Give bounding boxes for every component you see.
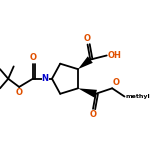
Text: O: O [84,34,91,43]
Text: N: N [41,74,48,83]
Text: OH: OH [108,51,122,60]
Text: O: O [90,111,97,119]
Text: O: O [29,53,36,62]
Text: O: O [113,78,120,87]
Polygon shape [78,88,97,98]
Text: O: O [16,88,23,97]
Text: methyl: methyl [126,94,150,99]
Polygon shape [78,56,93,69]
